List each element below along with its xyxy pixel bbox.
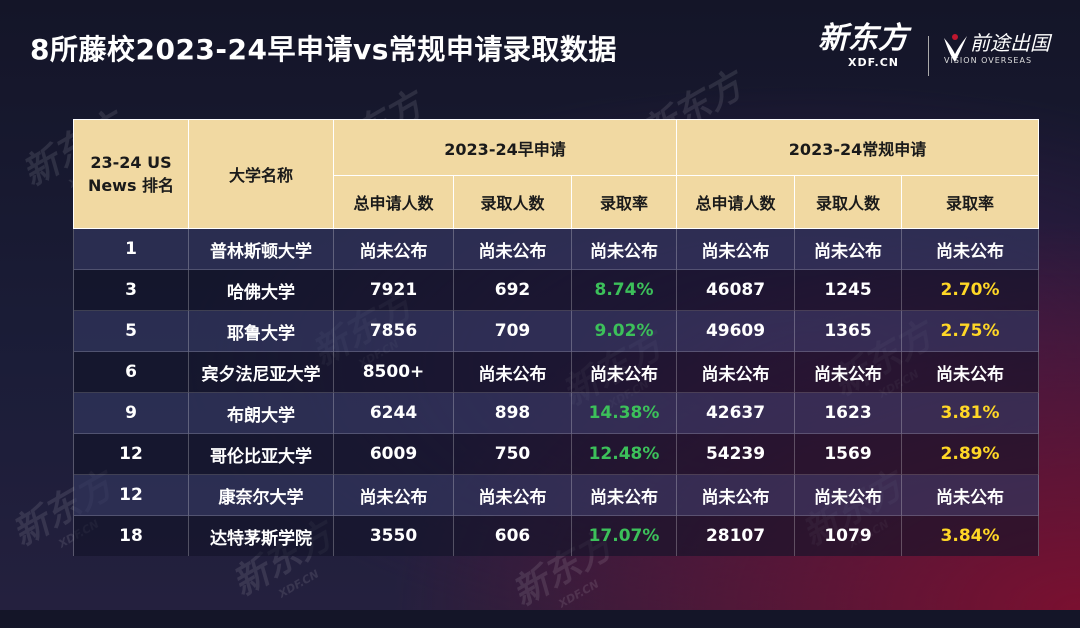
cell-school: 布朗大学 <box>188 392 334 434</box>
header-regular-apps: 总申请人数 <box>676 175 796 229</box>
cell-school: 哥伦比亚大学 <box>188 433 334 475</box>
cell-rank: 9 <box>73 392 189 434</box>
cell-regular-admits: 尚未公布 <box>794 228 903 270</box>
cell-early-rate: 8.74% <box>570 269 678 311</box>
cell-early-apps: 3550 <box>333 515 454 556</box>
cell-regular-rate: 尚未公布 <box>901 474 1040 516</box>
cell-early-apps: 7856 <box>333 310 454 352</box>
cell-rank: 12 <box>73 433 189 475</box>
cell-early-admits: 692 <box>453 269 572 311</box>
header-early-group: 2023-24早申请 <box>332 119 678 176</box>
cell-regular-rate: 2.70% <box>901 269 1040 311</box>
header-early-apps: 总申请人数 <box>333 175 454 229</box>
admission-table: 23-24 US News 排名 大学名称 2023-24早申请 2023-24… <box>73 119 1040 556</box>
cell-early-admits: 898 <box>453 392 572 434</box>
cell-regular-apps: 尚未公布 <box>676 351 796 393</box>
header-rank: 23-24 US News 排名 <box>73 119 189 229</box>
vision-logo-subtext: VISION OVERSEAS <box>944 56 1033 65</box>
table-row: 6 宾夕法尼亚大学 8500+ 尚未公布 尚未公布 尚未公布 尚未公布 尚未公布 <box>73 351 1040 393</box>
table-row: 12 康奈尔大学 尚未公布 尚未公布 尚未公布 尚未公布 尚未公布 尚未公布 <box>73 474 1040 516</box>
cell-early-admits: 尚未公布 <box>453 228 572 270</box>
cell-early-rate: 尚未公布 <box>570 351 678 393</box>
vision-overseas-icon <box>944 34 967 62</box>
cell-school: 康奈尔大学 <box>188 474 334 516</box>
cell-school: 普林斯顿大学 <box>188 228 334 270</box>
header-regular-rate: 录取率 <box>901 175 1040 229</box>
cell-early-apps: 尚未公布 <box>333 228 454 270</box>
cell-early-admits: 709 <box>453 310 572 352</box>
vision-logo-text: 前途出国 <box>970 31 1050 55</box>
cell-early-rate: 9.02% <box>570 310 678 352</box>
cell-regular-admits: 尚未公布 <box>794 474 903 516</box>
cell-rank: 3 <box>73 269 189 311</box>
cell-early-apps: 8500+ <box>333 351 454 393</box>
header-school: 大学名称 <box>188 119 334 229</box>
cell-regular-admits: 1365 <box>794 310 903 352</box>
cell-school: 宾夕法尼亚大学 <box>188 351 334 393</box>
xdf-logo-text: 新东方 <box>818 21 908 56</box>
cell-early-rate: 12.48% <box>570 433 678 475</box>
cell-early-admits: 尚未公布 <box>453 474 572 516</box>
table-row: 12 哥伦比亚大学 6009 750 12.48% 54239 1569 2.8… <box>73 433 1040 475</box>
cell-regular-admits: 1079 <box>794 515 903 556</box>
table-row: 1 普林斯顿大学 尚未公布 尚未公布 尚未公布 尚未公布 尚未公布 尚未公布 <box>73 228 1040 270</box>
cell-early-admits: 尚未公布 <box>453 351 572 393</box>
cell-regular-rate: 3.81% <box>901 392 1040 434</box>
cell-early-apps: 6244 <box>333 392 454 434</box>
cell-regular-apps: 28107 <box>676 515 796 556</box>
header-early-rate: 录取率 <box>570 175 678 229</box>
cell-regular-rate: 尚未公布 <box>901 351 1040 393</box>
cell-early-apps: 6009 <box>333 433 454 475</box>
cell-regular-apps: 尚未公布 <box>676 228 796 270</box>
cell-regular-apps: 42637 <box>676 392 796 434</box>
cell-early-admits: 606 <box>453 515 572 556</box>
header-regular-group: 2023-24常规申请 <box>676 119 1040 176</box>
cell-early-rate: 17.07% <box>570 515 678 556</box>
logo-divider <box>928 36 929 76</box>
cell-school: 达特茅斯学院 <box>188 515 334 556</box>
cell-early-apps: 7921 <box>333 269 454 311</box>
cell-rank: 6 <box>73 351 189 393</box>
cell-rank: 18 <box>73 515 189 556</box>
cell-regular-admits: 1623 <box>794 392 903 434</box>
vision-overseas-logo: 前途出国 VISION OVERSEAS <box>940 30 1065 80</box>
cell-early-rate: 14.38% <box>570 392 678 434</box>
cell-early-rate: 尚未公布 <box>570 228 678 270</box>
xdf-logo-domain: XDF.CN <box>848 56 899 69</box>
cell-regular-admits: 1245 <box>794 269 903 311</box>
cell-school: 耶鲁大学 <box>188 310 334 352</box>
table-row: 18 达特茅斯学院 3550 606 17.07% 28107 1079 3.8… <box>73 515 1040 556</box>
cell-regular-apps: 49609 <box>676 310 796 352</box>
xdf-logo: 新东方 XDF.CN <box>818 22 918 82</box>
cell-rank: 1 <box>73 228 189 270</box>
cell-regular-apps: 54239 <box>676 433 796 475</box>
cell-regular-rate: 3.84% <box>901 515 1040 556</box>
cell-early-rate: 尚未公布 <box>570 474 678 516</box>
cell-regular-apps: 46087 <box>676 269 796 311</box>
cell-regular-admits: 尚未公布 <box>794 351 903 393</box>
cell-rank: 12 <box>73 474 189 516</box>
page-title: 8所藤校2023-24早申请vs常规申请录取数据 <box>30 33 617 66</box>
table-row: 3 哈佛大学 7921 692 8.74% 46087 1245 2.70% <box>73 269 1040 311</box>
header-early-admits: 录取人数 <box>453 175 572 229</box>
cell-early-apps: 尚未公布 <box>333 474 454 516</box>
cell-regular-apps: 尚未公布 <box>676 474 796 516</box>
table-row: 5 耶鲁大学 7856 709 9.02% 49609 1365 2.75% <box>73 310 1040 352</box>
table-row: 9 布朗大学 6244 898 14.38% 42637 1623 3.81% <box>73 392 1040 434</box>
cell-rank: 5 <box>73 310 189 352</box>
cell-early-admits: 750 <box>453 433 572 475</box>
header-regular-admits: 录取人数 <box>794 175 903 229</box>
cell-school: 哈佛大学 <box>188 269 334 311</box>
cell-regular-rate: 2.89% <box>901 433 1040 475</box>
cell-regular-admits: 1569 <box>794 433 903 475</box>
cell-regular-rate: 2.75% <box>901 310 1040 352</box>
cell-regular-rate: 尚未公布 <box>901 228 1040 270</box>
